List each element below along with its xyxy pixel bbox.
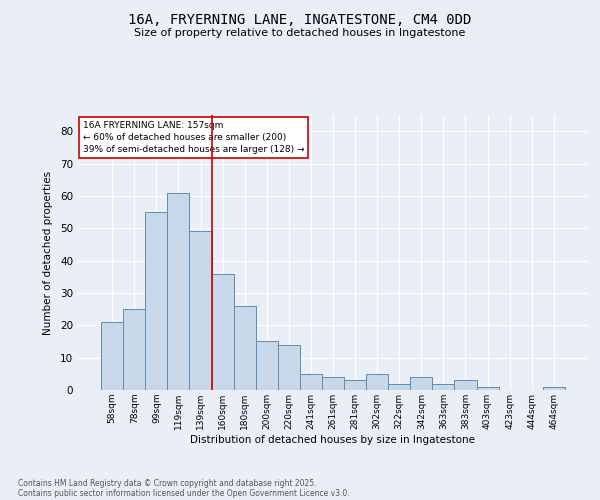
Text: 16A, FRYERNING LANE, INGATESTONE, CM4 0DD: 16A, FRYERNING LANE, INGATESTONE, CM4 0D… bbox=[128, 12, 472, 26]
Text: Contains public sector information licensed under the Open Government Licence v3: Contains public sector information licen… bbox=[18, 488, 350, 498]
Bar bbox=[190, 232, 212, 390]
X-axis label: Distribution of detached houses by size in Ingatestone: Distribution of detached houses by size … bbox=[191, 434, 476, 444]
Bar bbox=[322, 377, 344, 390]
Bar bbox=[543, 387, 565, 390]
Bar bbox=[476, 387, 499, 390]
Bar bbox=[410, 377, 433, 390]
Bar bbox=[123, 309, 145, 390]
Bar bbox=[167, 192, 190, 390]
Bar bbox=[212, 274, 233, 390]
Bar bbox=[454, 380, 476, 390]
Bar bbox=[256, 342, 278, 390]
Bar bbox=[233, 306, 256, 390]
Bar bbox=[366, 374, 388, 390]
Bar bbox=[344, 380, 366, 390]
Y-axis label: Number of detached properties: Number of detached properties bbox=[43, 170, 53, 334]
Bar bbox=[388, 384, 410, 390]
Bar bbox=[278, 344, 300, 390]
Text: 16A FRYERNING LANE: 157sqm
← 60% of detached houses are smaller (200)
39% of sem: 16A FRYERNING LANE: 157sqm ← 60% of deta… bbox=[83, 120, 305, 154]
Bar bbox=[101, 322, 123, 390]
Bar bbox=[145, 212, 167, 390]
Text: Contains HM Land Registry data © Crown copyright and database right 2025.: Contains HM Land Registry data © Crown c… bbox=[18, 478, 317, 488]
Bar bbox=[433, 384, 454, 390]
Text: Size of property relative to detached houses in Ingatestone: Size of property relative to detached ho… bbox=[134, 28, 466, 38]
Bar bbox=[300, 374, 322, 390]
